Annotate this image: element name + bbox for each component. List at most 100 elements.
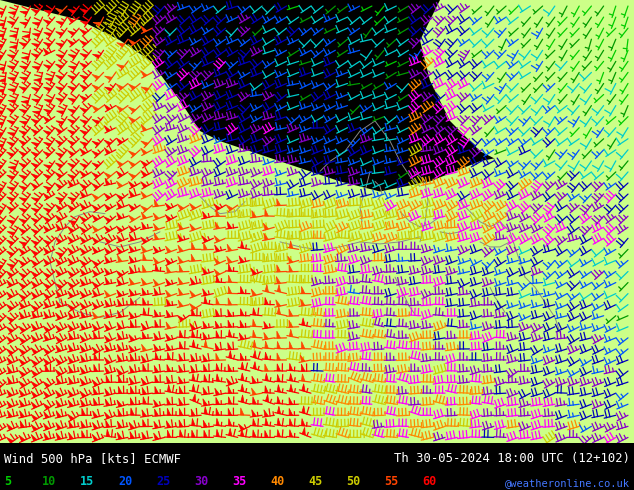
Polygon shape (179, 330, 183, 338)
Polygon shape (80, 279, 86, 286)
Polygon shape (106, 420, 110, 427)
Polygon shape (31, 129, 38, 134)
Polygon shape (80, 53, 87, 58)
Polygon shape (105, 87, 112, 91)
Polygon shape (32, 99, 39, 103)
Polygon shape (277, 364, 280, 371)
Polygon shape (31, 281, 37, 287)
Polygon shape (154, 288, 158, 295)
Polygon shape (43, 382, 50, 388)
Polygon shape (155, 409, 158, 416)
Polygon shape (265, 386, 268, 393)
Polygon shape (228, 264, 232, 271)
Polygon shape (104, 193, 111, 199)
Polygon shape (276, 276, 280, 284)
Polygon shape (55, 259, 61, 265)
Polygon shape (153, 400, 158, 407)
Polygon shape (82, 431, 86, 438)
Polygon shape (191, 354, 195, 361)
Polygon shape (179, 398, 183, 405)
Polygon shape (19, 435, 25, 441)
Polygon shape (92, 85, 99, 90)
Polygon shape (290, 384, 293, 392)
Polygon shape (0, 209, 3, 213)
Polygon shape (20, 411, 25, 417)
Polygon shape (93, 388, 98, 394)
Polygon shape (80, 237, 86, 243)
Polygon shape (540, 322, 634, 443)
Polygon shape (80, 191, 86, 197)
Polygon shape (6, 152, 14, 157)
Polygon shape (264, 410, 268, 416)
Polygon shape (31, 391, 37, 397)
Polygon shape (289, 342, 293, 349)
Polygon shape (92, 270, 98, 276)
Polygon shape (128, 161, 136, 167)
Polygon shape (8, 89, 16, 92)
Polygon shape (21, 100, 29, 104)
Polygon shape (265, 352, 268, 360)
Polygon shape (204, 420, 207, 427)
Polygon shape (20, 22, 27, 25)
Polygon shape (141, 237, 147, 243)
Polygon shape (240, 429, 244, 437)
Polygon shape (56, 22, 64, 25)
Polygon shape (31, 250, 38, 255)
Polygon shape (228, 408, 231, 416)
Polygon shape (19, 390, 25, 396)
Polygon shape (228, 330, 232, 337)
Polygon shape (0, 111, 3, 114)
Polygon shape (31, 208, 39, 213)
Polygon shape (18, 151, 26, 156)
Polygon shape (7, 197, 15, 201)
Polygon shape (105, 76, 112, 80)
Polygon shape (190, 323, 195, 330)
Polygon shape (128, 39, 135, 45)
Polygon shape (289, 418, 293, 426)
Polygon shape (179, 265, 183, 272)
Polygon shape (31, 305, 38, 311)
Polygon shape (43, 247, 49, 254)
Polygon shape (31, 381, 37, 387)
Polygon shape (252, 430, 256, 437)
Polygon shape (56, 313, 61, 319)
Polygon shape (105, 300, 110, 307)
Polygon shape (239, 256, 244, 263)
Polygon shape (167, 408, 171, 415)
Polygon shape (155, 320, 158, 327)
Polygon shape (105, 268, 110, 275)
Polygon shape (6, 240, 14, 245)
Polygon shape (215, 343, 219, 350)
Polygon shape (289, 397, 293, 405)
Polygon shape (6, 251, 14, 256)
Polygon shape (241, 384, 244, 392)
Polygon shape (80, 378, 86, 385)
Polygon shape (192, 394, 196, 402)
Polygon shape (8, 100, 16, 103)
Polygon shape (179, 409, 183, 416)
Polygon shape (31, 229, 38, 234)
Polygon shape (56, 300, 61, 307)
Polygon shape (80, 345, 86, 352)
Polygon shape (92, 183, 99, 189)
Polygon shape (55, 215, 62, 221)
Polygon shape (68, 291, 74, 297)
Polygon shape (6, 280, 13, 287)
Polygon shape (153, 433, 158, 440)
Polygon shape (0, 402, 1, 409)
Polygon shape (253, 340, 256, 347)
Polygon shape (104, 226, 110, 232)
Polygon shape (56, 54, 64, 58)
Polygon shape (31, 142, 39, 147)
Polygon shape (129, 107, 136, 112)
Text: 5: 5 (4, 475, 11, 488)
Polygon shape (67, 237, 74, 243)
Polygon shape (216, 275, 219, 282)
Polygon shape (116, 181, 122, 187)
Polygon shape (56, 252, 63, 257)
Polygon shape (44, 10, 51, 14)
Polygon shape (228, 298, 231, 305)
Polygon shape (276, 198, 280, 206)
Polygon shape (0, 293, 1, 299)
Polygon shape (141, 71, 147, 77)
